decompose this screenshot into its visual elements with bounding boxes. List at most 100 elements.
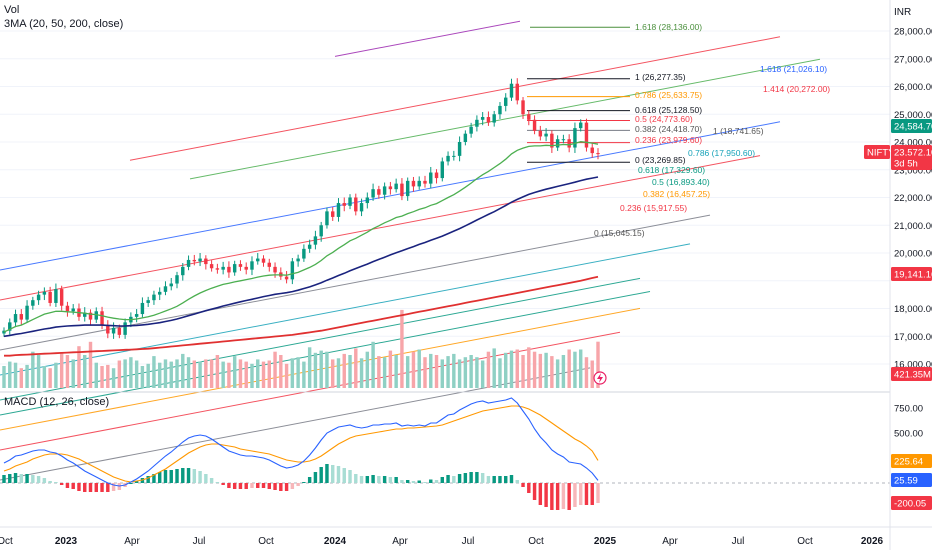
candle-body (54, 289, 58, 303)
volume-bar (555, 359, 560, 388)
time-tick-label: Apr (392, 536, 408, 547)
time-axis[interactable]: Oct 2023 Apr Jul Oct 2024 Apr Jul Oct 2025 Apr Jul O… (0, 536, 884, 547)
ma-indicator-label[interactable]: 3MA (20, 50, 200, close) (4, 18, 124, 30)
flash-icon[interactable] (593, 371, 607, 385)
volume-bar (440, 359, 445, 388)
macd-histogram-bar (209, 478, 214, 483)
candle-body (100, 311, 104, 326)
candle-body (486, 117, 491, 123)
candle-body (152, 294, 156, 301)
time-tick-label: Oct (0, 536, 13, 547)
macd-histogram-bar (163, 470, 168, 483)
currency-label[interactable]: INR (894, 7, 912, 18)
macd-histogram-bar (509, 475, 514, 483)
price-tick-label: 27,000.00 (894, 54, 932, 65)
macd-histogram-bar (198, 471, 202, 483)
candle-body (71, 308, 75, 312)
macd-pane (0, 397, 890, 510)
ma200-badge-text: 19,141.16 (894, 270, 932, 281)
macd-signal-line (3, 405, 599, 483)
volume-bar (584, 357, 589, 388)
macd-histogram-bar (498, 476, 502, 483)
fib-channel-line (0, 291, 651, 416)
candle-body (31, 300, 35, 306)
macd-histogram-bar (596, 483, 600, 504)
candle-body (313, 236, 318, 245)
candle-body (227, 266, 231, 273)
fib-channel-line (189, 58, 821, 180)
candle-body (186, 259, 191, 267)
time-tick-label: 2023 (55, 536, 78, 547)
volume-bar (296, 357, 300, 388)
macd-histogram-bar (106, 483, 110, 492)
candle-body (134, 314, 139, 317)
macd-histogram-bar (538, 483, 543, 505)
macd-histogram-bar (504, 476, 508, 483)
fib-label: 0.618 (17,329.60) (638, 165, 705, 175)
volume-bar (54, 362, 58, 388)
volume-bar (336, 358, 341, 388)
volume-bar (377, 356, 381, 388)
price-axis[interactable]: 28,000.00 27,000.00 26,000.00 25,000.00 24,0… (894, 27, 932, 371)
volume-bar (457, 359, 462, 388)
volume-bar (480, 360, 485, 388)
vol-indicator-label[interactable]: Vol (4, 4, 20, 16)
volume-bar (411, 351, 416, 388)
candle-body (290, 261, 295, 280)
volume-bar (596, 341, 600, 388)
macd-histogram-bar (175, 469, 179, 483)
macd-histogram-bar (13, 473, 18, 483)
macd-histogram-bar (181, 468, 185, 483)
last-value-badge-text: 24,584.70 (894, 122, 932, 133)
macd-badge-bg (891, 454, 932, 468)
macd-histogram-bar (382, 476, 387, 483)
candle-body (325, 211, 329, 226)
volume-bar (532, 351, 537, 388)
volume-bar (221, 361, 225, 388)
volume-bar (13, 362, 18, 388)
price-tick-label: 17,000.00 (894, 332, 932, 343)
volume-bar (8, 361, 12, 388)
candle-body (13, 314, 18, 323)
volume-bar (567, 349, 571, 388)
volume-bar (578, 349, 583, 388)
last-value-badge-bg (891, 119, 932, 133)
macd-histogram-bar (88, 483, 93, 492)
volume-bar (590, 360, 594, 388)
volume-bar (94, 362, 98, 388)
price-tick-label: 28,000.00 (894, 27, 932, 38)
candle-body (8, 322, 12, 331)
volume-bar (388, 350, 393, 388)
candle-body (532, 119, 537, 131)
candles (2, 78, 600, 339)
candle-body (36, 294, 41, 301)
macd-histogram-bar (261, 483, 266, 488)
candle-body (463, 133, 468, 142)
candle-body (192, 259, 197, 262)
volume-bar (157, 362, 162, 388)
macd-histogram-bar (590, 483, 594, 505)
fib-label: 1.618 (28,136.00) (635, 22, 702, 32)
volume-bar (492, 348, 496, 388)
volume-bar (36, 355, 41, 388)
volume-bar (140, 366, 145, 388)
ma-50-line (3, 176, 599, 338)
macd-histogram-bar (186, 468, 191, 483)
macd-histogram-bar (527, 483, 531, 493)
macd-histogram-bar (307, 477, 312, 483)
macd-indicator-label[interactable]: MACD (12, 26, close) (4, 396, 110, 408)
signal-badge-bg (891, 473, 932, 487)
macd-histogram-bar (221, 483, 225, 485)
candle-body (198, 258, 202, 262)
volume-bar (394, 355, 398, 388)
macd-histogram-bar (457, 474, 462, 483)
macd-histogram-bar (169, 470, 173, 483)
price-tick-label: 16,000.00 (894, 360, 932, 371)
macd-histogram-bar (469, 472, 473, 483)
volume-bar (284, 363, 289, 388)
macd-histogram-bar (446, 475, 450, 483)
volume-bar (544, 352, 548, 388)
volume-bar (59, 352, 64, 388)
volume-bar (561, 355, 566, 388)
